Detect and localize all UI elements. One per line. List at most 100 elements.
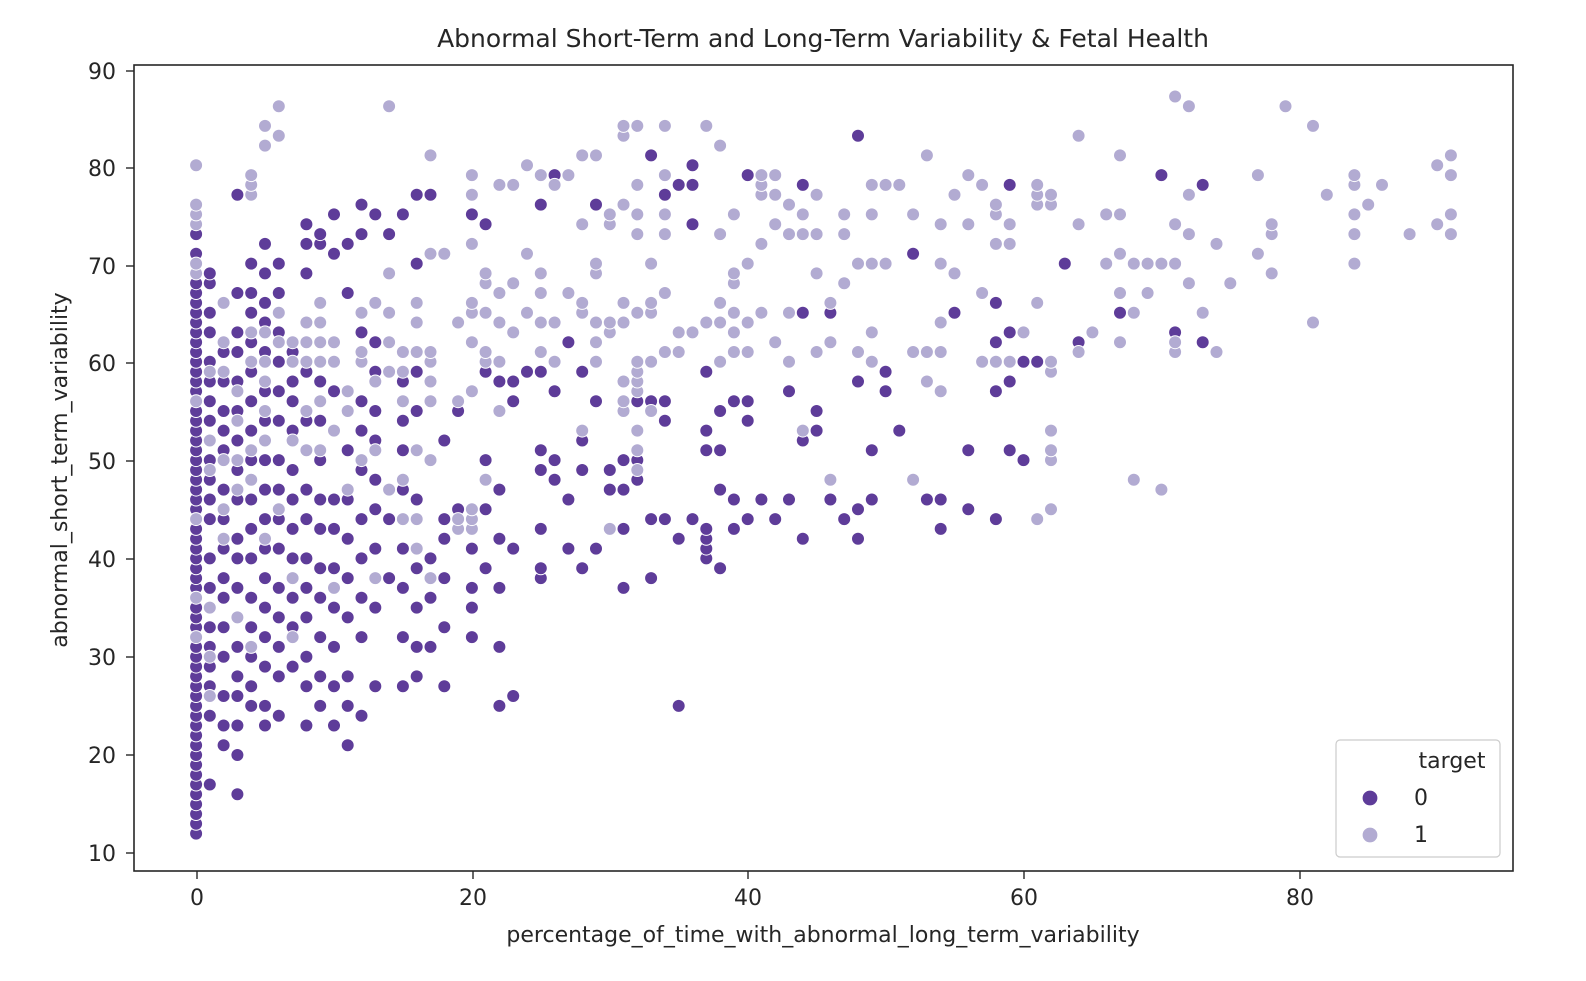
- x-tick-label-40: 40: [734, 886, 762, 911]
- data-point-target-1: [1306, 315, 1320, 330]
- data-point-target-0: [533, 463, 548, 477]
- data-point-target-0: [354, 512, 369, 527]
- data-point-target-0: [492, 580, 507, 595]
- data-point-target-0: [216, 482, 231, 497]
- x-tick-label-20: 20: [459, 886, 487, 911]
- data-point-target-1: [644, 295, 659, 310]
- data-point-target-0: [409, 561, 424, 576]
- data-point-target-0: [478, 502, 493, 517]
- data-point-target-1: [258, 374, 272, 389]
- data-point-target-0: [258, 482, 272, 497]
- data-point-target-1: [1126, 256, 1141, 271]
- data-point-target-1: [423, 345, 438, 359]
- data-point-target-1: [657, 227, 672, 242]
- data-point-target-1: [1443, 168, 1458, 183]
- data-point-target-0: [437, 512, 452, 527]
- data-point-target-0: [1016, 354, 1031, 369]
- data-point-target-1: [837, 227, 852, 242]
- data-point-target-1: [423, 453, 438, 468]
- data-point-target-0: [533, 561, 548, 576]
- data-point-target-0: [533, 443, 548, 458]
- data-point-target-0: [368, 679, 383, 694]
- data-point-target-0: [340, 610, 355, 625]
- data-point-target-1: [1181, 187, 1196, 202]
- data-point-target-0: [395, 580, 410, 595]
- data-point-target-0: [230, 787, 245, 802]
- data-point-target-1: [1306, 118, 1320, 133]
- data-point-target-1: [602, 207, 617, 222]
- data-point-target-1: [1430, 158, 1445, 173]
- data-point-target-0: [271, 453, 286, 468]
- data-point-target-1: [657, 118, 672, 133]
- legend-label-1: 1: [1414, 823, 1428, 848]
- data-point-target-0: [933, 521, 948, 536]
- data-point-target-1: [1140, 256, 1155, 271]
- data-point-target-1: [409, 295, 424, 310]
- data-point-target-0: [340, 738, 355, 753]
- data-point-target-1: [1264, 217, 1279, 232]
- data-point-target-0: [313, 521, 328, 536]
- data-point-target-1: [395, 394, 410, 409]
- data-point-target-1: [616, 118, 631, 133]
- data-point-target-0: [258, 453, 272, 468]
- data-point-target-1: [906, 345, 921, 359]
- data-point-target-0: [1030, 354, 1045, 369]
- data-point-target-0: [423, 639, 438, 654]
- data-point-target-0: [271, 354, 286, 369]
- data-point-target-1: [451, 394, 466, 409]
- data-point-target-1: [1016, 325, 1031, 340]
- data-point-target-0: [258, 512, 272, 527]
- data-point-target-1: [244, 639, 259, 654]
- data-point-target-1: [1044, 502, 1058, 517]
- data-point-target-1: [575, 217, 590, 232]
- data-point-target-1: [1030, 295, 1045, 310]
- data-point-target-1: [1140, 286, 1155, 300]
- data-point-target-1: [285, 354, 300, 369]
- data-point-target-1: [464, 384, 479, 399]
- data-point-target-1: [492, 177, 507, 192]
- data-point-target-0: [313, 698, 328, 713]
- data-point-target-0: [864, 443, 879, 458]
- data-point-target-0: [1057, 256, 1072, 271]
- data-point-target-0: [478, 217, 493, 232]
- data-point-target-1: [740, 345, 755, 359]
- data-point-target-1: [1085, 325, 1100, 340]
- data-point-target-0: [961, 502, 976, 517]
- data-point-target-0: [988, 335, 1003, 350]
- data-point-target-1: [782, 227, 796, 242]
- data-point-target-1: [892, 177, 907, 192]
- data-point-target-1: [657, 207, 672, 222]
- data-point-target-1: [809, 187, 824, 202]
- points-layer: [189, 89, 1458, 841]
- data-point-target-1: [313, 354, 328, 369]
- data-point-target-0: [602, 463, 617, 477]
- data-point-target-1: [409, 443, 424, 458]
- data-point-target-1: [533, 266, 548, 281]
- data-point-target-0: [589, 394, 603, 409]
- data-point-target-0: [533, 197, 548, 212]
- data-point-target-0: [561, 492, 576, 507]
- x-tick-label-80: 80: [1286, 886, 1314, 911]
- data-point-target-1: [933, 315, 948, 330]
- data-point-target-0: [340, 443, 355, 458]
- data-point-target-0: [892, 423, 907, 438]
- data-point-target-1: [423, 394, 438, 409]
- data-point-target-1: [423, 148, 438, 163]
- data-point-target-0: [561, 541, 576, 556]
- data-point-target-1: [216, 531, 231, 546]
- data-point-target-0: [809, 423, 824, 438]
- data-point-target-1: [988, 197, 1003, 212]
- y-tick-label-60: 60: [88, 352, 116, 377]
- data-point-target-1: [671, 325, 686, 340]
- data-point-target-1: [1044, 354, 1058, 369]
- data-point-target-0: [244, 286, 259, 300]
- data-point-target-1: [1375, 177, 1389, 192]
- data-point-target-0: [492, 698, 507, 713]
- data-point-target-0: [230, 286, 245, 300]
- data-point-target-0: [782, 492, 796, 507]
- data-point-target-0: [258, 236, 272, 251]
- data-point-target-0: [740, 512, 755, 527]
- data-point-target-1: [1402, 227, 1417, 242]
- data-point-target-1: [409, 541, 424, 556]
- data-point-target-1: [368, 571, 383, 586]
